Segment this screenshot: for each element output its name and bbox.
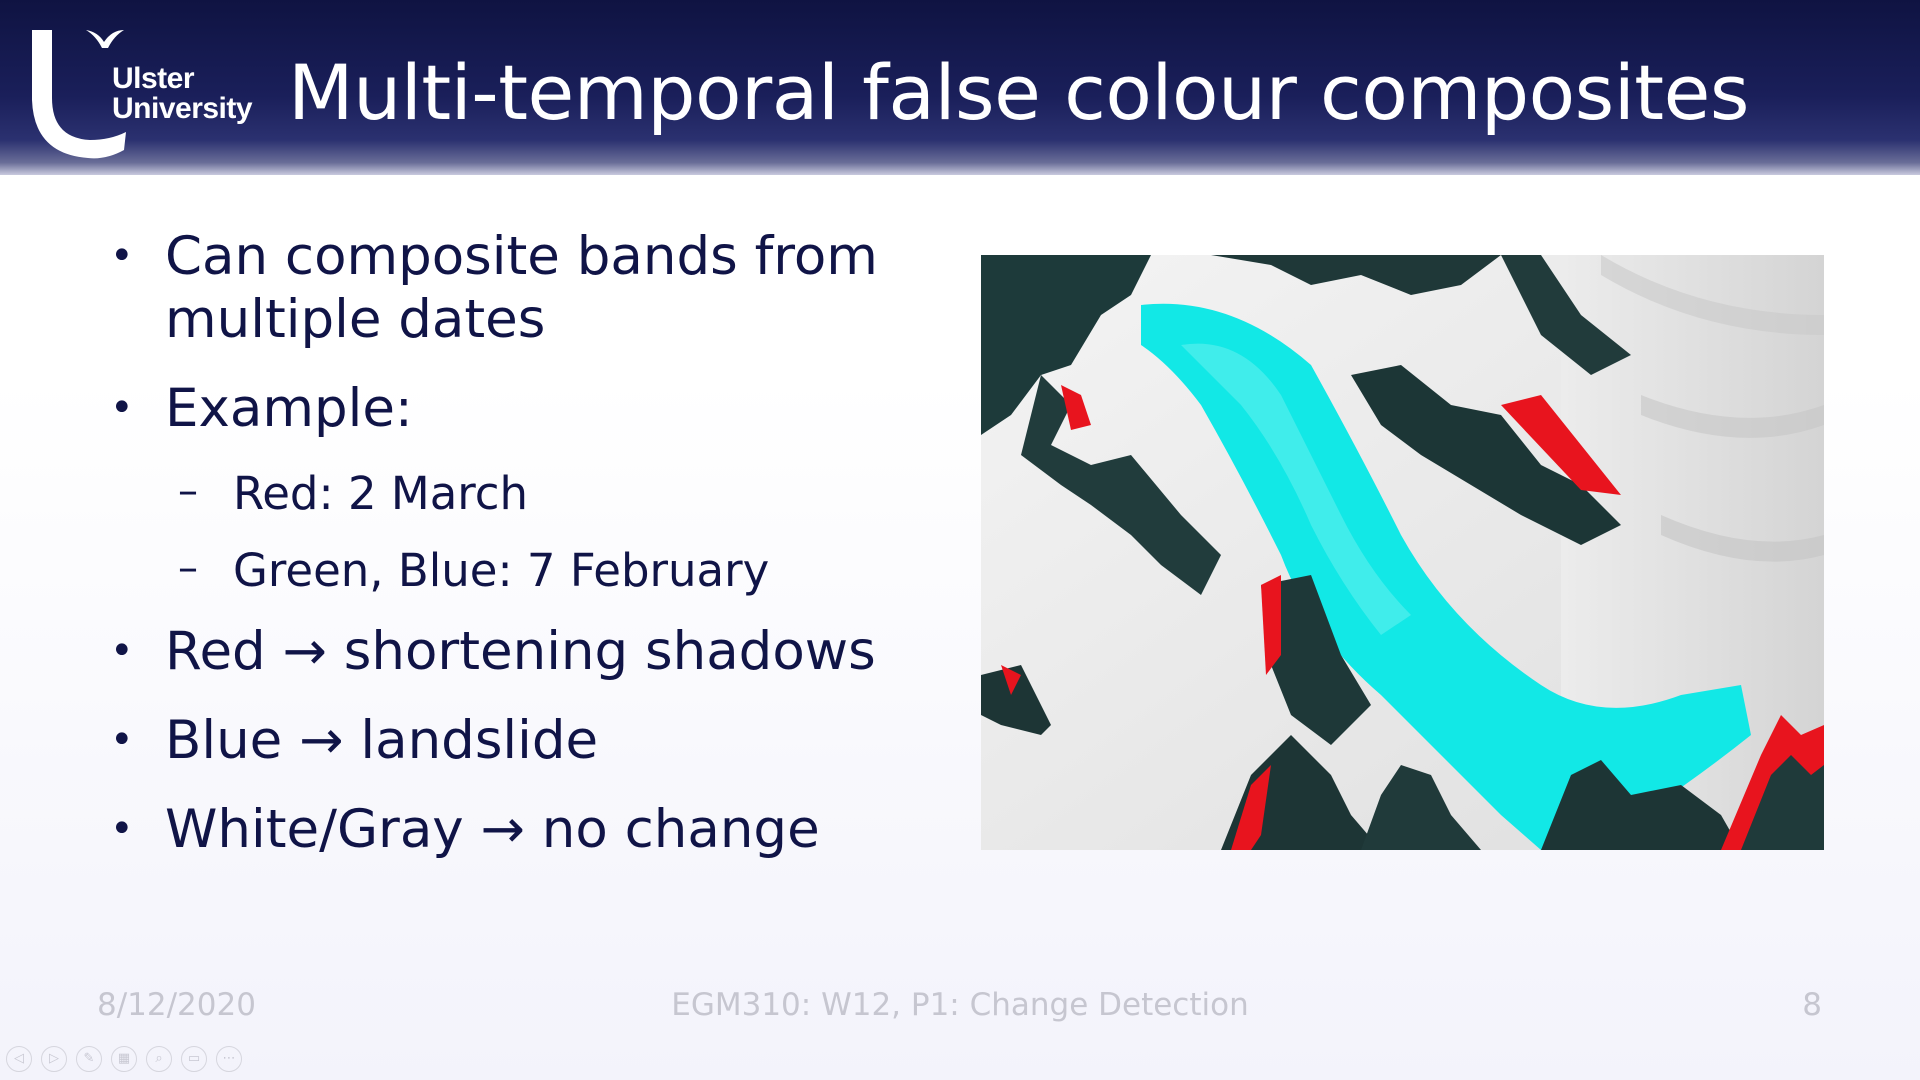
sub-bullet-item: – Green, Blue: 7 February <box>110 543 940 598</box>
previous-icon[interactable]: ◁ <box>6 1046 32 1072</box>
bullet-text: Green, Blue: 7 February <box>233 544 770 597</box>
bullet-text: Example: <box>165 378 413 439</box>
bullet-item: • White/Gray → no change <box>110 798 940 861</box>
dash-marker: – <box>178 468 198 514</box>
logo-line-1: Ulster <box>112 62 195 95</box>
bullet-item: • Blue → landslide <box>110 709 940 772</box>
bullet-marker: • <box>110 717 134 763</box>
presenter-toolbar: ◁ ▷ ✎ ▦ ⌕ ▭ ⋯ <box>6 1046 242 1074</box>
zoom-icon[interactable]: ⌕ <box>146 1046 172 1072</box>
bullet-text: Red → shortening shadows <box>165 621 876 682</box>
bullet-text: Can composite bands from multiple dates <box>165 226 878 350</box>
subtitles-icon[interactable]: ▭ <box>181 1046 207 1072</box>
bullet-marker: • <box>110 628 134 674</box>
bullet-list: • Can composite bands from multiple dates… <box>110 225 940 887</box>
logo-line-2: University <box>112 92 253 125</box>
slide-title: Multi-temporal false colour composites <box>288 48 1749 137</box>
satellite-composite-graphic <box>981 255 1824 850</box>
slides-grid-icon[interactable]: ▦ <box>111 1046 137 1072</box>
bullet-item: • Example: <box>110 377 940 440</box>
false-colour-composite-image <box>981 255 1824 850</box>
slide-number: 8 <box>1802 987 1822 1023</box>
more-options-icon[interactable]: ⋯ <box>216 1046 242 1072</box>
logo-wordmark: Ulster University <box>112 62 253 125</box>
bullet-marker: • <box>110 385 134 431</box>
slide-header: Ulster University Multi-temporal false c… <box>0 0 1920 175</box>
pen-icon[interactable]: ✎ <box>76 1046 102 1072</box>
bullet-text: Red: 2 March <box>233 467 529 520</box>
bullet-marker: • <box>110 233 134 279</box>
bullet-item: • Can composite bands from multiple dates <box>110 225 940 351</box>
dash-marker: – <box>178 545 198 591</box>
bullet-item: • Red → shortening shadows <box>110 620 940 683</box>
bullet-text: Blue → landslide <box>165 710 599 771</box>
ulster-university-logo: Ulster University <box>28 28 268 168</box>
sub-bullet-item: – Red: 2 March <box>110 466 940 521</box>
bullet-text: White/Gray → no change <box>165 799 820 860</box>
bullet-marker: • <box>110 806 134 852</box>
footer-date: 8/12/2020 <box>97 987 256 1023</box>
university-emblem-icon <box>32 30 126 159</box>
next-icon[interactable]: ▷ <box>41 1046 67 1072</box>
footer-course-title: EGM310: W12, P1: Change Detection <box>671 987 1249 1023</box>
